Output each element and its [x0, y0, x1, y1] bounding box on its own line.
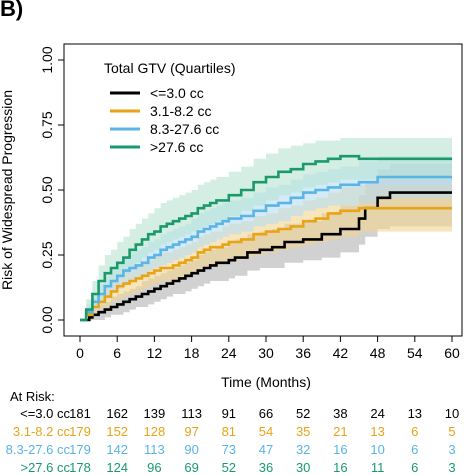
at-risk-cell: 73: [221, 442, 237, 457]
at-risk-cell: 3: [448, 460, 456, 475]
curve-3-1-8-2-cc: [80, 206, 452, 322]
at-risk-cell: 36: [258, 460, 274, 475]
y-axis: 0.00 0.25 0.50 0.75 1.00: [39, 46, 64, 334]
at-risk-cell: 21: [333, 424, 348, 439]
x-tick-label: 54: [407, 345, 423, 361]
at-risk-row-label: 8.3-27.6 cc: [5, 442, 70, 457]
at-risk-title: At Risk:: [10, 389, 55, 404]
at-risk-cell: 16: [333, 442, 348, 457]
at-risk-cell: 16: [333, 460, 348, 475]
at-risk-cell: 178: [69, 460, 91, 475]
x-tick-label: 48: [370, 345, 386, 361]
x-tick-label: 36: [295, 345, 311, 361]
at-risk-cell: 96: [147, 460, 162, 475]
at-risk-cell: 13: [370, 424, 385, 439]
legend-label: 8.3-27.6 cc: [150, 121, 219, 137]
band-8-3-27-6-cc: [80, 156, 452, 320]
at-risk-cell: 91: [221, 406, 237, 421]
at-risk-cell: 52: [295, 406, 311, 421]
at-risk-cell: 128: [143, 424, 166, 439]
at-risk-cell: 10: [444, 406, 460, 421]
at-risk-cell: 3: [448, 442, 456, 457]
at-risk-cell: 152: [106, 424, 129, 439]
at-risk-cell: 69: [184, 460, 199, 475]
legend-title: Total GTV (Quartiles): [104, 60, 235, 76]
legend-label: 3.1-8.2 cc: [150, 103, 211, 119]
x-tick-label: 0: [76, 345, 84, 361]
at-risk-row-label: >27.6 cc: [20, 460, 70, 475]
at-risk-cell: 139: [143, 406, 166, 421]
at-risk-cell: 32: [295, 442, 311, 457]
at-risk-cell: 124: [106, 460, 129, 475]
x-tick-label: 30: [258, 345, 274, 361]
at-risk-cell: 24: [370, 406, 385, 421]
at-risk-cell: 38: [333, 406, 348, 421]
at-risk-cell: 54: [258, 424, 274, 439]
y-axis-label: Risk of Widespread Progression: [0, 90, 15, 290]
band-gt-27-6-cc: [80, 138, 452, 320]
at-risk-cell: 113: [144, 442, 165, 457]
at-risk-cell: 97: [184, 424, 199, 439]
at-risk-cell: 142: [106, 442, 129, 457]
at-risk-cell: 181: [69, 406, 91, 421]
at-risk-cell: 179: [69, 424, 91, 439]
at-risk-cell: 113: [181, 406, 202, 421]
curve-le-3-0-cc: [80, 191, 452, 322]
at-risk-cell: 35: [295, 424, 311, 439]
x-axis: 0 6 12 18 24 30 36 42 48 54 60: [76, 336, 460, 361]
at-risk-cell: 90: [184, 442, 199, 457]
at-risk-cell: 6: [411, 460, 419, 475]
at-risk-cell: 47: [258, 442, 274, 457]
curve-gt-27-6-cc: [80, 154, 452, 322]
at-risk-cell: 13: [407, 406, 423, 421]
y-tick-label: 0.25: [39, 241, 55, 268]
at-risk-cell: 11: [370, 460, 385, 475]
at-risk-cell: 6: [411, 424, 419, 439]
x-tick-label: 42: [333, 345, 349, 361]
y-tick-label: 0.75: [39, 111, 55, 138]
x-tick-label: 24: [221, 345, 237, 361]
at-risk-cell: 6: [411, 442, 419, 457]
at-risk-row-label: 3.1-8.2 cc: [12, 424, 70, 439]
y-tick-label: 0.50: [39, 176, 55, 203]
at-risk-cell: 66: [258, 406, 274, 421]
confidence-bands: [80, 138, 452, 320]
x-axis-label: Time (Months): [221, 374, 311, 390]
at-risk-cell: 30: [295, 460, 311, 475]
at-risk-cell: 5: [448, 424, 456, 439]
survival-curves: [80, 154, 452, 322]
curve-8-3-27-6-cc: [80, 175, 452, 322]
at-risk-cell: 162: [106, 406, 129, 421]
at-risk-cell: 81: [221, 424, 237, 439]
x-tick-label: 60: [444, 345, 460, 361]
y-tick-label: 1.00: [39, 46, 55, 73]
at-risk-cell: 179: [69, 442, 91, 457]
y-tick-label: 0.00: [39, 306, 55, 333]
panel-label: B): [0, 0, 24, 21]
at-risk-row-label: <=3.0 cc: [20, 406, 70, 421]
at-risk-cell: 52: [221, 460, 237, 475]
legend-label: >27.6 cc: [150, 139, 203, 155]
x-tick-label: 18: [184, 345, 200, 361]
legend-label: <=3.0 cc: [150, 85, 204, 101]
legend: Total GTV (Quartiles) <=3.0 cc 3.1-8.2 cc…: [104, 60, 235, 155]
x-tick-label: 12: [147, 345, 163, 361]
at-risk-cell: 10: [370, 442, 385, 457]
x-tick-label: 6: [113, 345, 121, 361]
